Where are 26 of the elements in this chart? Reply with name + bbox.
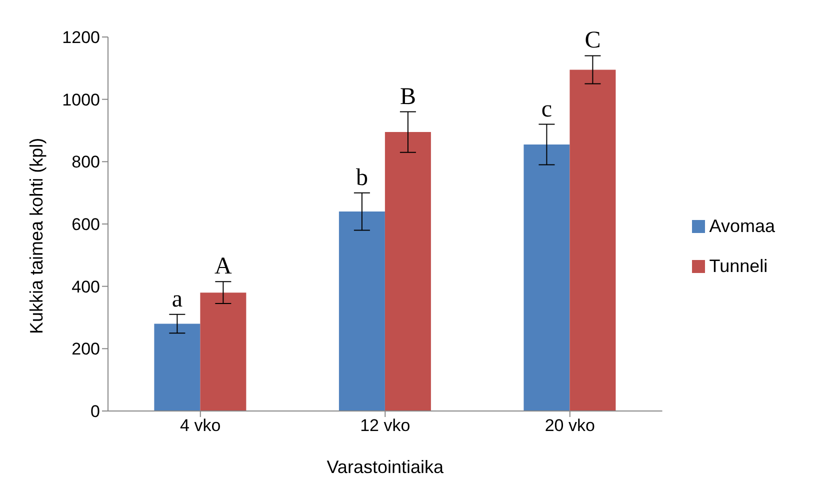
x-tick-label: 4 vko xyxy=(180,416,221,436)
annotation: A xyxy=(214,254,233,280)
annotation: c xyxy=(541,96,552,122)
legend-label: Avomaa xyxy=(709,216,775,236)
y-tick-label: 200 xyxy=(72,340,100,359)
legend-label: Tunneli xyxy=(709,256,768,276)
annotation: b xyxy=(356,164,368,191)
y-tick-label: 0 xyxy=(90,402,100,422)
x-tick-label: 20 vko xyxy=(544,416,595,436)
bar xyxy=(570,70,616,411)
x-axis-title: Varastointiaika xyxy=(326,457,444,477)
y-tick-label: 1200 xyxy=(62,28,100,48)
annotation: C xyxy=(584,28,601,54)
x-tick-label: 12 vko xyxy=(360,416,410,436)
y-tick-label: 600 xyxy=(72,215,100,234)
y-tick-label: 400 xyxy=(72,277,100,296)
bar xyxy=(154,324,200,411)
y-axis-title: Kukkia taimea kohti (kpl) xyxy=(26,138,46,334)
bar xyxy=(338,212,385,411)
y-tick-label: 800 xyxy=(72,152,100,172)
annotation: a xyxy=(172,286,183,312)
bar xyxy=(524,144,570,411)
annotation: B xyxy=(400,84,416,110)
bar xyxy=(384,132,431,411)
bar xyxy=(200,292,246,411)
y-tick-label: 1000 xyxy=(62,90,100,110)
